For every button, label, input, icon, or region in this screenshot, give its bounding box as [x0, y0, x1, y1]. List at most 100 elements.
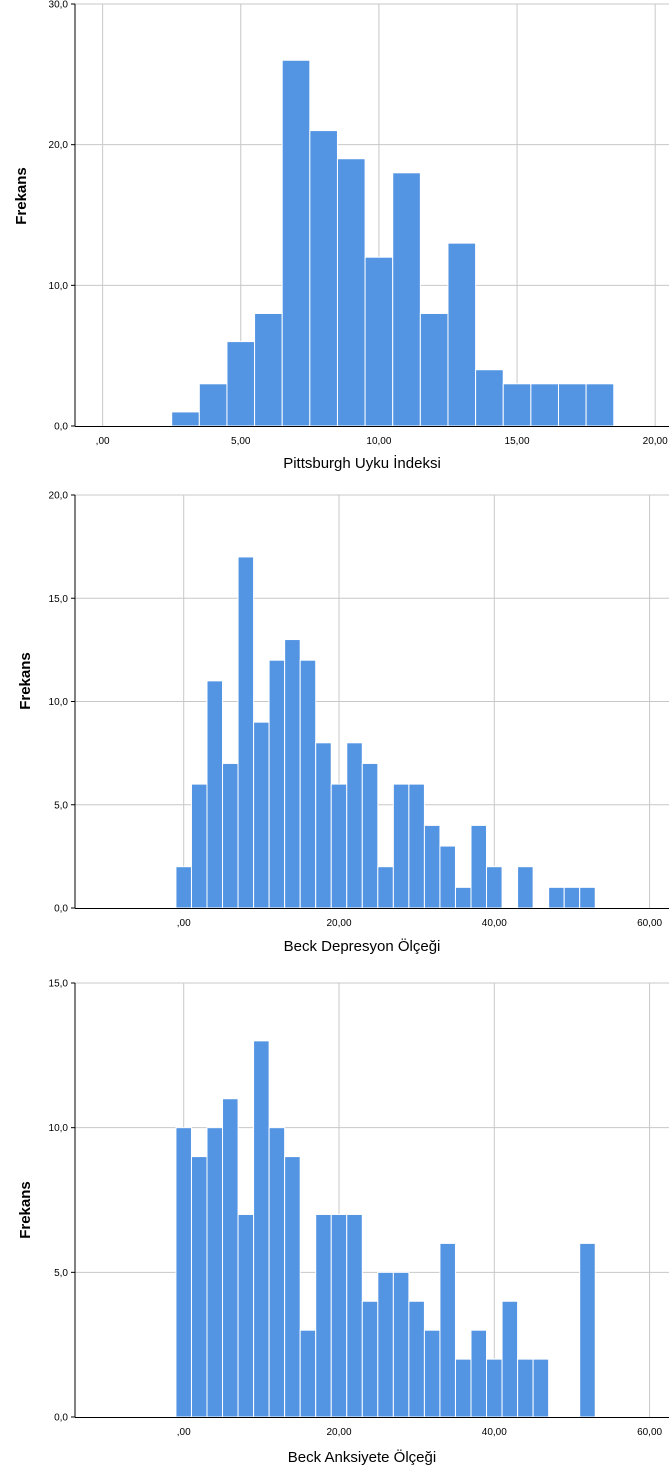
- histogram-bar: [175, 866, 192, 909]
- histogram-bar: [268, 659, 286, 909]
- x-tick-label: 20,00: [326, 918, 351, 929]
- histogram-bar: [299, 1329, 317, 1418]
- histogram-beck-anksiyete: 0,0 5,0 10,0 15,0 ,00 20,00 40,00 60,00 Beck Ank…: [17, 979, 669, 1466]
- histogram-bar: [475, 369, 504, 427]
- histogram-bar: [346, 1213, 363, 1418]
- histogram-bar: [439, 845, 456, 909]
- histogram-bar: [253, 1040, 270, 1418]
- y-tick-label: 20,0: [49, 140, 69, 151]
- histogram-bar: [532, 1358, 550, 1418]
- x-tick-label: ,00: [96, 436, 110, 447]
- y-axis-title: Frekans: [17, 1181, 34, 1239]
- x-tick-label: ,00: [177, 1427, 191, 1438]
- histogram-pittsburgh: 0,0 10,0 20,0 30,0 ,00 5,00 10,00 15,00 20,00 Pit…: [13, 0, 669, 472]
- histogram-bar: [226, 341, 256, 427]
- histogram-bar: [190, 1156, 208, 1418]
- histogram-bar: [530, 383, 559, 427]
- histogram-bar: [206, 1127, 224, 1418]
- y-tick-label: 20,0: [49, 491, 69, 502]
- histogram-bar: [470, 824, 488, 909]
- histogram-bar: [281, 59, 311, 427]
- histogram-beck-depresyon: 0,0 5,0 10,0 15,0 20,0 ,00 20,00 40,00 60,00 Beck…: [17, 491, 669, 955]
- x-tick-label: 40,00: [482, 918, 507, 929]
- y-axis-title: Frekans: [13, 167, 30, 225]
- histogram-bar: [423, 1329, 441, 1418]
- histogram-bar: [284, 1156, 301, 1418]
- histogram-bar: [330, 1213, 348, 1418]
- y-tick-label: 10,0: [49, 697, 69, 708]
- histogram-bar: [198, 383, 228, 427]
- histogram-bar: [563, 886, 581, 909]
- histogram-bar: [361, 1300, 379, 1418]
- histogram-bar: [206, 680, 224, 909]
- histogram-bar: [315, 742, 332, 909]
- histogram-bar: [336, 158, 366, 427]
- histogram-bar: [222, 1098, 239, 1418]
- histogram-bar: [346, 742, 363, 909]
- histogram-bar: [377, 1271, 394, 1418]
- histogram-bar: [501, 1300, 519, 1418]
- histogram-bar: [268, 1127, 286, 1418]
- histogram-bar: [392, 172, 421, 427]
- histogram-bar: [486, 1358, 503, 1418]
- histogram-bar: [237, 556, 255, 909]
- histogram-bar: [517, 866, 534, 909]
- histogram-bar: [579, 886, 596, 909]
- histogram-bar: [361, 762, 379, 909]
- histogram-bar: [423, 824, 441, 909]
- y-tick-label: 5,0: [54, 1268, 68, 1279]
- x-tick-label: 60,00: [637, 918, 662, 929]
- histogram-bar: [579, 1242, 596, 1418]
- histogram-bar: [315, 1213, 332, 1418]
- histogram-bar: [253, 721, 270, 909]
- x-tick-label: ,00: [177, 918, 191, 929]
- histogram-bar: [284, 639, 301, 909]
- x-tick-label: 15,00: [505, 436, 530, 447]
- y-tick-label: 10,0: [49, 1123, 69, 1134]
- histogram-bar: [171, 411, 200, 427]
- x-tick-label: 20,00: [326, 1427, 351, 1438]
- x-tick-label: 40,00: [482, 1427, 507, 1438]
- y-tick-label: 5,0: [54, 800, 68, 811]
- histogram-bar: [190, 783, 208, 909]
- histogram-bar: [254, 312, 283, 427]
- histogram-bar: [502, 383, 532, 427]
- histogram-bar: [585, 383, 615, 427]
- histogram-bar: [454, 886, 472, 909]
- histogram-bar: [330, 783, 348, 909]
- histogram-bar: [237, 1213, 255, 1418]
- y-tick-label: 10,0: [49, 281, 69, 292]
- y-tick-label: 0,0: [54, 422, 68, 433]
- y-tick-label: 15,0: [49, 979, 69, 990]
- x-tick-label: 5,00: [231, 436, 251, 447]
- histogram-bar: [408, 783, 425, 909]
- y-tick-label: 15,0: [49, 594, 69, 605]
- histogram-bar: [377, 866, 394, 909]
- histogram-bar: [364, 256, 394, 427]
- x-axis-title: Beck Depresyon Ölçeği: [284, 937, 441, 955]
- histogram-bar: [517, 1358, 534, 1418]
- y-tick-label: 0,0: [54, 904, 68, 915]
- y-axis-title: Frekans: [17, 652, 34, 710]
- histogram-bar: [470, 1329, 488, 1418]
- histogram-bar: [392, 783, 410, 909]
- x-axis-title: Beck Anksiyete Ölçeği: [288, 1448, 436, 1466]
- x-tick-label: 10,00: [366, 436, 391, 447]
- histogram-bar: [486, 866, 503, 909]
- x-tick-label: 20,00: [643, 436, 668, 447]
- histogram-bar: [222, 762, 239, 909]
- histogram-bar: [175, 1127, 192, 1418]
- histogram-bar: [408, 1300, 425, 1418]
- x-tick-label: 60,00: [637, 1427, 662, 1438]
- y-tick-label: 30,0: [49, 0, 69, 11]
- y-tick-label: 0,0: [54, 1413, 68, 1424]
- histogram-bar: [548, 886, 565, 909]
- histogram-bar: [447, 242, 477, 427]
- histogram-bar: [454, 1358, 472, 1418]
- x-axis-title: Pittsburgh Uyku İndeksi: [283, 454, 441, 472]
- histogram-bar: [419, 312, 449, 427]
- histogram-bar: [392, 1271, 410, 1418]
- histogram-bar: [557, 383, 587, 427]
- histogram-bar: [309, 130, 338, 427]
- histogram-bar: [299, 659, 317, 909]
